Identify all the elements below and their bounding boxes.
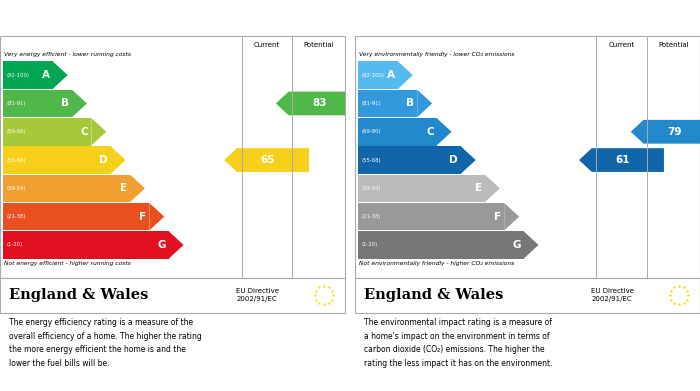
- Text: (81-91): (81-91): [362, 101, 382, 106]
- Text: 83: 83: [312, 99, 327, 108]
- Text: Potential: Potential: [658, 42, 689, 48]
- Text: (55-68): (55-68): [362, 158, 382, 163]
- Text: EU Directive
2002/91/EC: EU Directive 2002/91/EC: [237, 288, 279, 303]
- Polygon shape: [579, 148, 664, 172]
- Bar: [3, 90, 72, 117]
- Text: (39-54): (39-54): [362, 186, 382, 191]
- Text: (21-38): (21-38): [362, 214, 382, 219]
- Text: 65: 65: [260, 155, 275, 165]
- Bar: [3, 203, 149, 230]
- Text: Environmental Impact (CO₂) Rating: Environmental Impact (CO₂) Rating: [363, 12, 596, 25]
- Text: (21-38): (21-38): [7, 214, 27, 219]
- Text: F: F: [139, 212, 146, 222]
- Text: (69-80): (69-80): [7, 129, 27, 134]
- Text: Current: Current: [608, 42, 635, 48]
- Text: C: C: [426, 127, 434, 137]
- Polygon shape: [417, 90, 432, 117]
- Text: A: A: [387, 70, 395, 80]
- Text: Not energy efficient - higher running costs: Not energy efficient - higher running co…: [4, 261, 131, 266]
- Text: Current: Current: [253, 42, 280, 48]
- Polygon shape: [631, 120, 700, 143]
- Text: (1-20): (1-20): [7, 242, 23, 248]
- Polygon shape: [130, 174, 145, 202]
- Text: The environmental impact rating is a measure of
a home's impact on the environme: The environmental impact rating is a mea…: [363, 318, 552, 368]
- Text: B: B: [61, 99, 69, 108]
- Text: B: B: [407, 99, 414, 108]
- Text: 61: 61: [615, 155, 630, 165]
- Polygon shape: [398, 61, 413, 89]
- Bar: [3, 146, 111, 174]
- Polygon shape: [52, 61, 68, 89]
- Text: (69-80): (69-80): [362, 129, 382, 134]
- Text: (92-100): (92-100): [7, 73, 30, 78]
- Polygon shape: [504, 203, 519, 230]
- Bar: [358, 118, 437, 145]
- Text: 79: 79: [667, 127, 682, 137]
- Bar: [358, 90, 417, 117]
- Text: A: A: [42, 70, 50, 80]
- Text: (1-20): (1-20): [362, 242, 378, 248]
- Text: Not environmentally friendly - higher CO₂ emissions: Not environmentally friendly - higher CO…: [359, 261, 514, 266]
- Polygon shape: [149, 203, 164, 230]
- Text: England & Wales: England & Wales: [8, 288, 148, 302]
- Bar: [358, 203, 504, 230]
- Text: D: D: [99, 155, 108, 165]
- Bar: [358, 231, 524, 259]
- Polygon shape: [276, 91, 360, 115]
- Text: Energy Efficiency Rating: Energy Efficiency Rating: [8, 12, 171, 25]
- Text: (81-91): (81-91): [7, 101, 27, 106]
- Text: Very environmentally friendly - lower CO₂ emissions: Very environmentally friendly - lower CO…: [359, 52, 514, 57]
- Polygon shape: [224, 148, 309, 172]
- Polygon shape: [72, 90, 87, 117]
- Text: (55-68): (55-68): [7, 158, 27, 163]
- Polygon shape: [91, 118, 106, 145]
- Polygon shape: [169, 231, 183, 259]
- Polygon shape: [437, 118, 452, 145]
- Bar: [358, 146, 461, 174]
- Polygon shape: [111, 146, 125, 174]
- Text: The energy efficiency rating is a measure of the
overall efficiency of a home. T: The energy efficiency rating is a measur…: [8, 318, 202, 368]
- Polygon shape: [485, 174, 500, 202]
- Polygon shape: [524, 231, 538, 259]
- Bar: [358, 174, 485, 202]
- Bar: [3, 61, 52, 89]
- Text: EU Directive
2002/91/EC: EU Directive 2002/91/EC: [592, 288, 634, 303]
- Text: F: F: [494, 212, 501, 222]
- Text: G: G: [158, 240, 166, 250]
- Bar: [3, 118, 91, 145]
- Text: E: E: [475, 183, 482, 194]
- Polygon shape: [461, 146, 476, 174]
- Text: G: G: [512, 240, 521, 250]
- Text: C: C: [81, 127, 89, 137]
- Text: Very energy efficient - lower running costs: Very energy efficient - lower running co…: [4, 52, 131, 57]
- Text: (39-54): (39-54): [7, 186, 27, 191]
- Text: E: E: [120, 183, 127, 194]
- Text: D: D: [449, 155, 458, 165]
- Text: (92-100): (92-100): [362, 73, 385, 78]
- Text: England & Wales: England & Wales: [363, 288, 503, 302]
- Text: Potential: Potential: [303, 42, 334, 48]
- Bar: [3, 231, 169, 259]
- Bar: [358, 61, 398, 89]
- Bar: [3, 174, 130, 202]
